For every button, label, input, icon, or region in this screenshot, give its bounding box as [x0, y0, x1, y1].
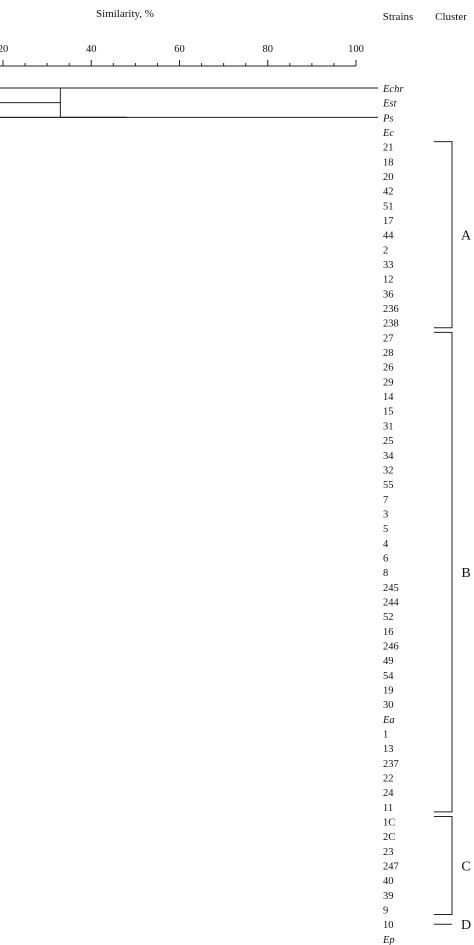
strain-label: 2 [383, 245, 388, 256]
cluster-brackets: A B C D [434, 141, 472, 933]
strain-label: 36 [383, 289, 394, 300]
strain-label: 42 [383, 187, 394, 198]
strain-label: Ep [382, 935, 395, 945]
axis-title: Similarity, % [96, 8, 154, 20]
cluster-label: A [461, 229, 472, 244]
strain-label: 24 [383, 788, 394, 799]
strain-label: 32 [383, 465, 394, 476]
strain-label: 246 [383, 641, 399, 652]
similarity-axis: 20 40 60 80 100 [0, 44, 364, 67]
strain-label: 15 [383, 407, 394, 418]
strain-label: 44 [383, 231, 394, 242]
strain-label: 238 [383, 319, 399, 330]
strain-label: 236 [383, 304, 399, 315]
strain-label: 22 [383, 773, 394, 784]
strain-label: 26 [383, 363, 394, 374]
axis-tick-label: 40 [86, 44, 97, 55]
strain-label: 40 [383, 876, 394, 887]
axis-tick-label: 60 [174, 44, 185, 55]
strain-label: Est [382, 99, 398, 110]
strain-label: 49 [383, 656, 394, 667]
strain-label: 1 [383, 729, 388, 740]
strains-column-header: Strains [383, 11, 414, 23]
strain-label: 33 [383, 260, 394, 271]
strain-label: 12 [383, 275, 394, 286]
strain-labels: EchrEstPsEc21182042511744233123623623827… [382, 84, 404, 945]
strain-label: 31 [383, 421, 394, 432]
strain-label: 13 [383, 744, 394, 755]
strain-label: 1C [383, 818, 395, 829]
strain-label: 245 [383, 583, 399, 594]
strain-label: 247 [383, 862, 399, 873]
strain-label: 23 [383, 847, 394, 858]
cluster-label: C [461, 860, 470, 875]
strain-label: 9 [383, 906, 388, 917]
cluster-label: B [461, 566, 470, 581]
strain-label: 2C [383, 832, 395, 843]
strain-label: 11 [383, 803, 393, 814]
strain-label: 5 [383, 524, 388, 535]
strain-label: 19 [383, 685, 394, 696]
strain-label: 52 [383, 612, 394, 623]
dendrogram-tree [0, 87, 378, 118]
strain-label: 7 [383, 495, 388, 506]
strain-label: 34 [383, 451, 394, 462]
axis-tick-label: 20 [0, 44, 8, 55]
cluster-bracket [434, 141, 453, 329]
strain-label: 51 [383, 201, 394, 212]
strain-label: 17 [383, 216, 394, 227]
strain-label: 18 [383, 157, 394, 168]
cluster-bracket [434, 331, 453, 813]
strain-label: 237 [383, 759, 399, 770]
cluster-bracket [434, 816, 453, 916]
strain-label: 4 [383, 539, 389, 550]
cluster-label: D [461, 918, 471, 933]
strain-label: 25 [383, 436, 394, 447]
axis-tick-label: 100 [348, 44, 364, 55]
strain-label: 29 [383, 377, 394, 388]
strain-label: 20 [383, 172, 394, 183]
strain-label: 16 [383, 627, 394, 638]
strain-label: 39 [383, 891, 394, 902]
strain-label: Ps [382, 113, 394, 124]
strain-label: 28 [383, 348, 394, 359]
strain-label: 8 [383, 568, 388, 579]
strain-label: 54 [383, 671, 394, 682]
strain-label: 244 [383, 597, 400, 608]
strain-label: 14 [383, 392, 394, 403]
strain-label: Ea [382, 715, 395, 726]
strain-label: 21 [383, 143, 394, 154]
strain-label: Ec [382, 128, 394, 139]
strain-label: Echr [382, 84, 404, 95]
strain-label: 6 [383, 553, 388, 564]
axis-tick-label: 80 [263, 44, 274, 55]
cluster-column-header: Cluster [435, 11, 467, 23]
strain-label: 3 [383, 509, 388, 520]
strain-label: 27 [383, 333, 394, 344]
strain-label: 30 [383, 700, 394, 711]
strain-label: 55 [383, 480, 394, 491]
strain-label: 10 [383, 920, 394, 931]
